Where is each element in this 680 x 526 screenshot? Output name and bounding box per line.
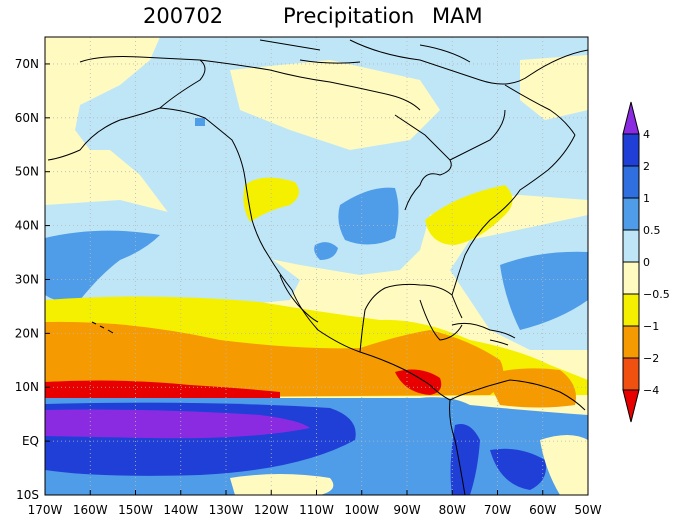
latitude-label: 70N	[15, 57, 39, 71]
field-north-light-blue	[75, 37, 588, 275]
colorbar-segment	[622, 133, 640, 167]
longitude-label: 90W	[393, 503, 420, 517]
longitude-label: 110W	[299, 503, 334, 517]
field-blue-west-pacific	[45, 230, 160, 302]
colorbar-label: −2	[643, 352, 659, 365]
field-yellow-east	[425, 185, 513, 245]
latitude-label: 10N	[15, 380, 39, 394]
colorbar-label: 0	[643, 256, 650, 269]
coastline-hudson-bay	[394, 109, 506, 211]
colorbar-segment	[622, 357, 640, 391]
colorbar-segment	[622, 293, 640, 327]
latitude-label: 50N	[15, 165, 39, 179]
colorbar-label: 2	[643, 160, 650, 173]
colorbar: 4 2 1 0.5 0 −0.5 −1 −2 −4	[622, 101, 670, 423]
colorbar-segment	[622, 325, 640, 359]
colorbar-label: 1	[643, 192, 650, 205]
longitude-label: 130W	[209, 503, 244, 517]
title-season: MAM	[432, 4, 483, 28]
coastline-alaska-west	[47, 56, 246, 179]
field-orange-band	[45, 321, 504, 398]
coastline-atlantic-us	[451, 134, 576, 296]
colorbar-segment	[622, 229, 640, 263]
field-yellow-arctic	[230, 60, 440, 150]
longitude-label: 50W	[574, 503, 601, 517]
longitude-label: 170W	[28, 503, 63, 517]
field-blue-central-us	[338, 187, 399, 245]
map-title: 200702 Precipitation MAM	[0, 4, 680, 34]
field-blue-atlantic	[500, 251, 588, 330]
title-period: 200702	[143, 4, 224, 28]
latitude-label: 30N	[15, 272, 39, 286]
coastline-south-america	[449, 379, 586, 495]
latitude-label: EQ	[22, 434, 39, 448]
longitude-label: 70W	[484, 503, 511, 517]
coastline-baja	[279, 274, 319, 323]
latitude-label: 40N	[15, 219, 39, 233]
longitude-label: 140W	[163, 503, 198, 517]
colorbar-label: 0.5	[643, 224, 661, 237]
colorbar-segment	[622, 165, 640, 199]
longitude-label: 150W	[118, 503, 153, 517]
colorbar-label: −0.5	[643, 288, 670, 301]
field-northwest-light-blue	[45, 200, 300, 305]
coastline-hawaii	[91, 321, 114, 334]
longitude-label: 60W	[529, 503, 556, 517]
latitude-label: 20N	[15, 326, 39, 340]
field-blue-plains	[314, 242, 338, 260]
longitude-label: 80W	[439, 503, 466, 517]
coastline-gulf-mexico	[359, 283, 463, 353]
coastline-arctic	[199, 39, 588, 136]
coastlines	[47, 39, 588, 495]
colorbar-label: −1	[643, 320, 659, 333]
title-variable: Precipitation	[283, 4, 415, 28]
field-red-central-america	[395, 369, 442, 395]
field-yellow-southeast	[540, 435, 588, 495]
field-orange-southamerica	[485, 368, 576, 408]
colorbar-label: 4	[643, 128, 650, 141]
field-darkblue-amazon	[490, 448, 546, 490]
colorbar-segment	[622, 197, 640, 231]
colorbar-bottom-arrow	[622, 389, 640, 423]
latitude-labels: 70N 60N 50N 40N 30N 20N 10N EQ 10S	[15, 57, 50, 502]
latitude-label: 10S	[16, 488, 39, 502]
colorbar-segment	[622, 261, 640, 295]
coastline-caribbean	[451, 322, 516, 346]
field-yellow-south-pacific	[230, 474, 334, 495]
longitude-labels: 170W 160W 150W 140W 130W 120W 110W 100W 90W 80W 70…	[28, 490, 602, 517]
field-darkblue-andes	[450, 424, 480, 495]
field-red-itcz	[45, 380, 280, 400]
longitude-label: 160W	[73, 503, 108, 517]
colorbar-label: −4	[643, 384, 659, 397]
field-purple-equatorial	[45, 409, 310, 439]
colorbar-top-arrow	[622, 101, 640, 135]
grid-lines	[45, 37, 588, 495]
longitude-label: 120W	[254, 503, 289, 517]
latitude-label: 60N	[15, 111, 39, 125]
coastline-pacific-us	[244, 177, 451, 401]
longitude-label: 100W	[344, 503, 379, 517]
field-blue-small-pacific	[195, 118, 205, 126]
field-yellow-west	[243, 177, 299, 222]
